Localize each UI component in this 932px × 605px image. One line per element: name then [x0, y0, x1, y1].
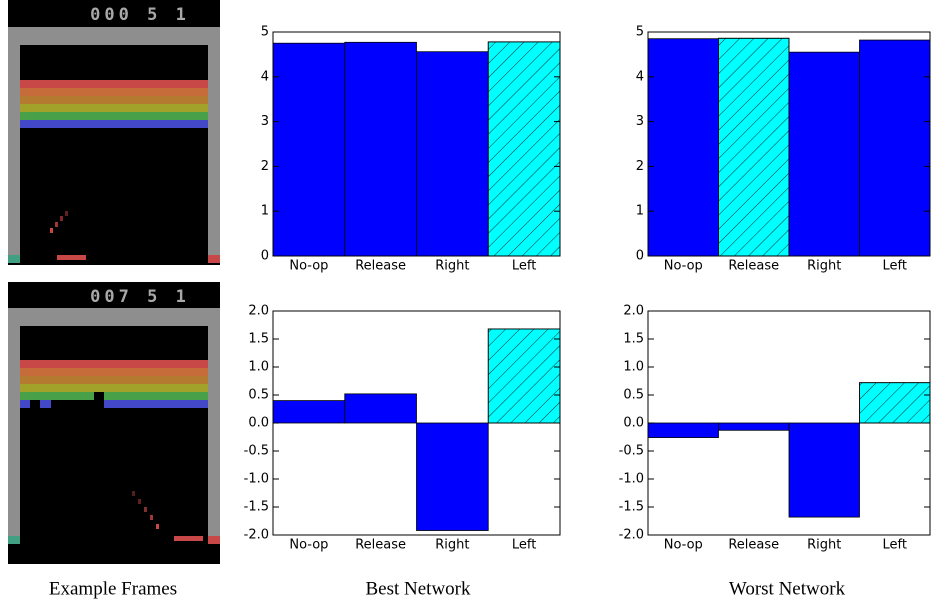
y-tick-label: 1.0	[623, 360, 644, 375]
axes-frame	[647, 31, 931, 257]
y-tick-label: 0.0	[248, 416, 269, 431]
y-tick-label: 2.0	[248, 304, 269, 319]
x-tick-label: No-op	[664, 538, 703, 553]
bar	[647, 38, 719, 257]
bar	[647, 422, 719, 438]
y-tick-label: 3	[261, 114, 269, 129]
y-tick-label: -1.0	[619, 472, 644, 487]
y-tick-label: 2	[261, 159, 269, 174]
bar-hatch	[487, 328, 561, 424]
y-tick-label: 0.5	[248, 388, 269, 403]
caption: Best Network	[365, 578, 471, 599]
bar	[344, 41, 417, 257]
bar	[272, 42, 346, 257]
bar	[788, 422, 860, 518]
x-tick-label: No-op	[664, 259, 703, 274]
y-tick-label: 4	[261, 69, 269, 84]
bar	[859, 39, 931, 257]
caption: Example Frames	[49, 578, 177, 599]
x-tick-label: No-op	[289, 538, 328, 553]
x-tick-label: No-op	[289, 259, 328, 274]
x-tick-label: Left	[512, 259, 536, 274]
x-tick-label: Release	[355, 538, 406, 553]
y-tick-label: -1.5	[244, 500, 269, 515]
score: 007 5 1	[90, 287, 190, 307]
y-tick-label: 4	[636, 69, 644, 84]
x-tick-label: Release	[728, 538, 779, 553]
bar	[272, 400, 346, 424]
y-tick-label: 1.5	[248, 332, 269, 347]
y-tick-label: -1.0	[244, 472, 269, 487]
bar-hatch	[487, 41, 561, 257]
x-tick-label: Left	[883, 259, 907, 274]
axes-frame	[647, 310, 931, 536]
bar	[788, 51, 860, 257]
y-tick-label: 0	[636, 249, 644, 264]
y-tick-label: -2.0	[244, 528, 269, 543]
bar	[416, 51, 489, 257]
x-tick-label: Release	[728, 259, 779, 274]
axes-frame	[272, 310, 561, 536]
y-tick-label: 1	[261, 204, 269, 219]
axes-frame	[272, 31, 561, 257]
bar	[344, 393, 417, 424]
x-tick-label: Release	[355, 259, 406, 274]
x-tick-label: Right	[807, 538, 841, 553]
x-tick-label: Left	[512, 538, 536, 553]
bar-hatch	[859, 382, 931, 424]
x-tick-label: Left	[883, 538, 907, 553]
y-tick-label: 0.0	[623, 416, 644, 431]
y-tick-label: -2.0	[619, 528, 644, 543]
x-tick-label: Right	[807, 259, 841, 274]
y-tick-label: 2.0	[623, 304, 644, 319]
bar	[416, 422, 489, 531]
x-tick-label: Right	[435, 259, 469, 274]
y-tick-label: -1.5	[619, 500, 644, 515]
y-tick-label: 3	[636, 114, 644, 129]
y-tick-label: 0.5	[623, 388, 644, 403]
y-tick-label: 5	[261, 25, 269, 40]
score: 000 5 1	[90, 5, 190, 25]
y-tick-label: 1.0	[248, 360, 269, 375]
game-frame: 007 5 1	[8, 282, 220, 564]
y-tick-label: 2	[636, 159, 644, 174]
y-tick-label: 1	[636, 204, 644, 219]
y-tick-label: 1.5	[623, 332, 644, 347]
bar	[718, 422, 790, 431]
y-tick-label: 5	[636, 25, 644, 40]
bar-hatch	[718, 37, 790, 257]
caption: Worst Network	[729, 578, 846, 599]
y-tick-label: -0.5	[244, 444, 269, 459]
y-tick-label: -0.5	[619, 444, 644, 459]
y-tick-label: 0	[261, 249, 269, 264]
game-frame: 000 5 1	[8, 0, 220, 265]
x-tick-label: Right	[435, 538, 469, 553]
